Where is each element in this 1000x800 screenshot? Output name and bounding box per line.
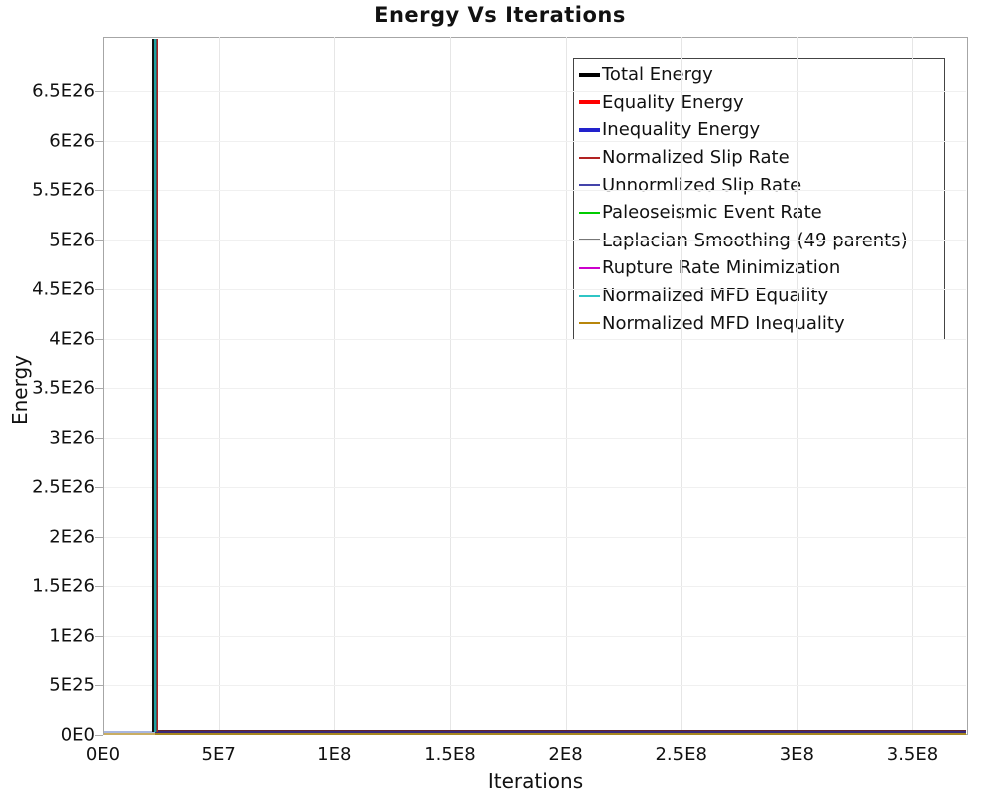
legend-label: Inequality Energy [602, 119, 761, 141]
legend-line-swatch [579, 322, 600, 325]
x-gridline [912, 37, 914, 733]
y-tick-label: 6.5E26 [32, 80, 95, 102]
y-gridline [104, 437, 966, 439]
x-tick-label: 3.5E8 [886, 744, 939, 765]
y-tick-label: 3E26 [49, 427, 95, 449]
legend-line-swatch [579, 72, 600, 77]
legend-label: Paleoseismic Event Rate [602, 202, 822, 224]
y-tick-mark [95, 487, 103, 489]
series-line-post-drop [154, 731, 967, 734]
legend-label: Normalized MFD Inequality [602, 312, 845, 334]
legend-label: Normalized Slip Rate [602, 147, 790, 169]
y-tick-label: 5E26 [49, 229, 95, 251]
y-gridline [104, 685, 966, 687]
x-tick-label: 1.5E8 [424, 744, 476, 765]
y-tick-mark [95, 685, 103, 687]
legend-label: Normalized MFD Equality [602, 285, 829, 307]
legend-item: Inequality Energy [579, 117, 944, 143]
legend-item: Normalized MFD Equality [579, 283, 944, 309]
y-gridline [104, 91, 966, 93]
x-gridline [449, 37, 451, 733]
legend-label: Equality Energy [602, 91, 744, 113]
series-drop-line [152, 38, 154, 732]
y-tick-mark [95, 91, 103, 93]
legend-item: Unnormlized Slip Rate [579, 172, 944, 198]
y-gridline [104, 140, 966, 142]
series-line-post-drop [154, 729, 967, 732]
y-tick-mark [95, 239, 103, 241]
y-gridline [104, 239, 966, 241]
y-tick-mark [95, 735, 103, 736]
chart-title: Energy Vs Iterations [374, 3, 626, 27]
legend-label: Total Energy [602, 64, 713, 86]
y-tick-label: 0E0 [60, 724, 95, 746]
x-gridline [681, 37, 683, 733]
y-tick-label: 1E26 [49, 625, 95, 647]
y-tick-mark [95, 635, 103, 637]
series-line-pre-drop [104, 733, 155, 735]
y-tick-mark [95, 140, 103, 142]
legend-item: Total Energy [579, 62, 944, 88]
series-drop-line [155, 38, 157, 732]
legend-line-swatch [579, 211, 600, 214]
legend-item: Normalized MFD Inequality [579, 310, 944, 336]
legend-item: Paleoseismic Event Rate [579, 200, 944, 226]
legend-item: Equality Energy [579, 89, 944, 115]
legend-label: Rupture Rate Minimization [602, 257, 841, 279]
x-tick-label: 2E8 [548, 744, 583, 765]
y-tick-label: 2E26 [49, 526, 95, 548]
x-axis-title: Iterations [487, 769, 584, 793]
y-tick-mark [95, 536, 103, 538]
y-gridline [104, 190, 966, 192]
y-gridline [104, 635, 966, 637]
y-gridline [104, 536, 966, 538]
y-tick-mark [95, 190, 103, 192]
y-tick-label: 1.5E26 [32, 575, 95, 597]
y-tick-mark [95, 338, 103, 340]
y-tick-label: 6E26 [49, 130, 95, 152]
legend-label: Unnormlized Slip Rate [602, 174, 802, 196]
y-tick-label: 4.5E26 [32, 278, 95, 300]
legend-line-swatch [579, 100, 600, 105]
y-tick-label: 5E25 [49, 674, 95, 696]
x-gridline [334, 37, 336, 733]
x-tick-label: 2.5E8 [655, 744, 707, 765]
series-drop-line [156, 38, 158, 732]
y-gridline [104, 338, 966, 340]
y-tick-label: 5.5E26 [32, 179, 95, 201]
y-tick-mark [95, 586, 103, 588]
legend-line-swatch [579, 266, 600, 269]
y-tick-mark [95, 437, 103, 439]
x-tick-label: 1E8 [317, 744, 352, 765]
legend-line-swatch [579, 127, 600, 132]
x-gridline [218, 37, 220, 733]
y-tick-mark [95, 289, 103, 291]
y-gridline [104, 487, 966, 489]
y-tick-label: 4E26 [49, 328, 95, 350]
plot-area [103, 37, 968, 735]
series-line-post-drop [154, 733, 967, 735]
legend-item: Normalized Slip Rate [579, 145, 944, 171]
series-drop-line [153, 38, 156, 732]
legend-line-swatch [579, 156, 600, 159]
y-gridline [104, 289, 966, 291]
legend-line-swatch [579, 294, 600, 297]
x-tick-label: 0E0 [85, 744, 121, 765]
y-tick-label: 2.5E26 [32, 476, 95, 498]
legend: Total Energy Equality Energy Inequality En… [573, 58, 945, 340]
x-gridline [565, 37, 567, 733]
x-tick-label: 5E7 [201, 744, 236, 765]
legend-line-swatch [579, 184, 600, 187]
x-tick-label: 3E8 [779, 744, 814, 765]
y-tick-mark [95, 388, 103, 390]
y-gridline [104, 586, 966, 588]
y-gridline [104, 388, 966, 390]
x-gridline [796, 37, 798, 733]
series-line-pre-drop [104, 731, 155, 733]
legend-item: Rupture Rate Minimization [579, 255, 944, 281]
y-tick-label: 3.5E26 [32, 377, 95, 399]
